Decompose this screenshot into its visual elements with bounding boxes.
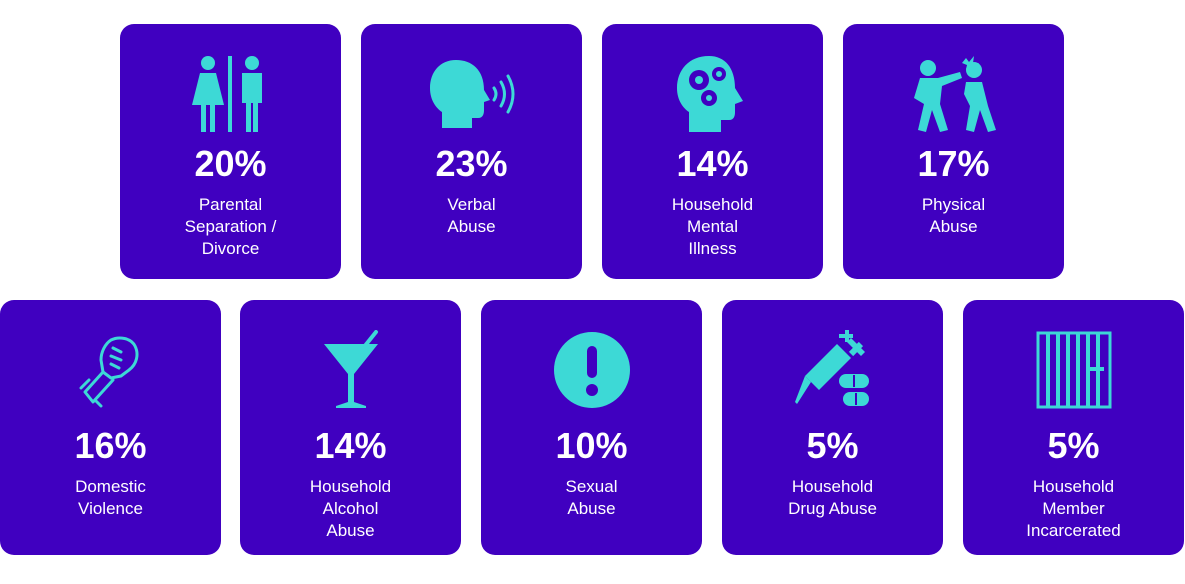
stat-label: Household Alcohol Abuse <box>309 477 392 540</box>
stat-percent: 23% <box>435 143 508 184</box>
stat-label: Verbal Abuse <box>447 195 496 236</box>
stat-percent: 5% <box>1047 425 1100 466</box>
stat-label: Physical Abuse <box>921 195 986 236</box>
tile-sexual-abuse: 10% Sexual Abuse <box>481 300 702 555</box>
stat-label: Household Member Incarcerated <box>1026 477 1121 540</box>
tile-parental-separation: 20% Parental Separation / Divorce <box>120 24 341 279</box>
stat-percent: 16% <box>74 425 147 466</box>
cocktail-glass-icon <box>240 328 461 412</box>
syringe-pills-icon <box>722 328 943 412</box>
exclamation-icon <box>481 328 702 412</box>
tile-domestic-violence: 16% Domestic Violence <box>0 300 221 555</box>
stat-percent: 5% <box>806 425 859 466</box>
stat-label: Parental Separation / Divorce <box>184 195 277 258</box>
tile-mental-illness: 14% Household Mental Illness <box>602 24 823 279</box>
speaking-head-icon <box>361 52 582 136</box>
stat-percent: 14% <box>314 425 387 466</box>
tile-drug-abuse: 5% Household Drug Abuse <box>722 300 943 555</box>
stat-percent: 17% <box>917 143 990 184</box>
restroom-icon <box>120 52 341 136</box>
stat-percent: 20% <box>194 143 267 184</box>
tile-incarceration: 5% Household Member Incarcerated <box>963 300 1184 555</box>
stat-label: Sexual Abuse <box>565 477 618 518</box>
stat-label: Household Drug Abuse <box>788 477 877 518</box>
tile-alcohol-abuse: 14% Household Alcohol Abuse <box>240 300 461 555</box>
stat-label: Household Mental Illness <box>671 195 754 258</box>
tile-physical-abuse: 17% Physical Abuse <box>843 24 1064 279</box>
prison-bars-icon <box>963 328 1184 412</box>
fist-icon <box>0 328 221 412</box>
stat-label: Domestic Violence <box>75 477 146 518</box>
fight-icon <box>843 52 1064 136</box>
head-gears-icon <box>602 52 823 136</box>
tile-verbal-abuse: 23% Verbal Abuse <box>361 24 582 279</box>
stat-percent: 10% <box>555 425 628 466</box>
stat-percent: 14% <box>676 143 749 184</box>
